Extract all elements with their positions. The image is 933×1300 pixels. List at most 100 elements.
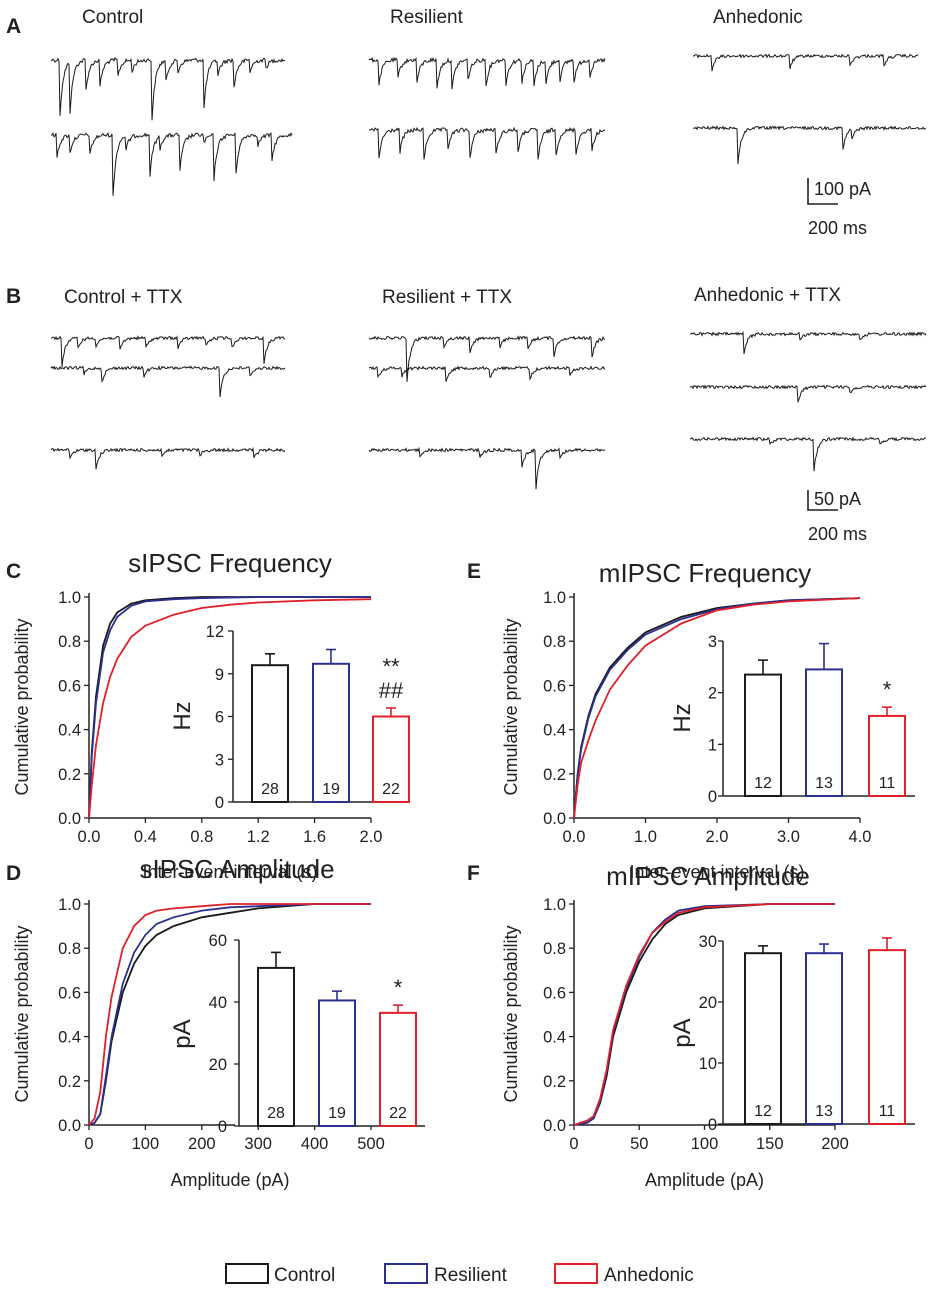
n-label-control: 12 [754, 1103, 772, 1120]
inset-y-tick-label: 9 [215, 666, 224, 684]
trace-b-resilient-2 [368, 365, 606, 382]
inset-y-tick-label: 20 [699, 994, 717, 1012]
y-tick-label: 1.0 [58, 896, 81, 914]
series-line-resilient [88, 596, 371, 819]
trace-b-anhedonic-2 [689, 384, 927, 403]
x-tick-label: 50 [630, 1135, 648, 1153]
group-label-control: Control [82, 7, 143, 28]
panel-label-c: C [6, 560, 21, 583]
chart-c-sipsc-frequency: sIPSC Frequency Cumulative probability Int… [12, 548, 410, 882]
x-tick-label: 3.0 [777, 828, 800, 846]
y-tick-label: 0.4 [58, 1029, 81, 1047]
x-tick-label: 150 [756, 1135, 784, 1153]
y-tick-label: 0.0 [58, 1117, 81, 1135]
x-tick-label: 4.0 [849, 828, 872, 846]
group-label-anhedonic-ttx: Anhedonic + TTX [694, 285, 841, 306]
y-tick-label: 0.8 [543, 633, 566, 651]
significance-marker: ## [379, 678, 404, 703]
n-label-control: 28 [261, 781, 279, 798]
y-tick-label: 0.8 [58, 940, 81, 958]
n-label-anhedonic: 11 [879, 1103, 896, 1120]
y-tick-label: 0.8 [58, 633, 81, 651]
trace-b-anhedonic-3 [689, 436, 927, 472]
bar-resilient [318, 999, 356, 1128]
bar-resilient [805, 668, 843, 798]
n-label-resilient: 19 [328, 1105, 346, 1122]
n-label-anhedonic: 22 [389, 1105, 407, 1122]
panel-label-e: E [467, 560, 481, 583]
inset-y-tick-label: 2 [708, 685, 717, 703]
chart-title: mIPSC Frequency [599, 558, 811, 588]
trace-a-resilient-1 [368, 56, 606, 90]
y-tick-label: 1.0 [543, 896, 566, 914]
inset-y-tick-label: 6 [215, 709, 224, 727]
trace-a-resilient-2 [368, 126, 606, 160]
y-tick-label: 0.4 [58, 722, 81, 740]
significance-marker: * [883, 677, 892, 702]
y-tick-label: 1.0 [543, 589, 566, 607]
y-tick-label: 0.2 [58, 766, 81, 784]
inset-y-tick-label: 12 [206, 623, 224, 641]
bar-anhedonic [379, 1011, 417, 1127]
y-tick-label: 0.0 [58, 810, 81, 828]
trace-b-anhedonic-1 [690, 330, 927, 355]
x-axis-label: Amplitude (pA) [170, 1170, 289, 1190]
n-label-anhedonic: 22 [382, 781, 400, 798]
legend: Control Resilient Anhedonic [225, 1263, 694, 1286]
x-axis-label: Amplitude (pA) [645, 1170, 764, 1190]
inset-y-axis-label: pA [169, 1019, 196, 1048]
inset-y-tick-label: 10 [699, 1055, 717, 1073]
legend-swatch-anhedonic [554, 1263, 598, 1284]
inset-y-tick-label: 3 [215, 751, 224, 769]
bar-control [744, 952, 782, 1126]
scale-bar-b: 50 pA 200 ms [807, 489, 867, 544]
x-tick-label: 0.8 [190, 828, 213, 846]
x-tick-label: 200 [821, 1135, 849, 1153]
series-line-anhedonic [88, 598, 372, 819]
scale-time-a: 200 ms [808, 218, 867, 238]
x-tick-label: 100 [132, 1135, 160, 1153]
group-label-anhedonic: Anhedonic [713, 7, 803, 28]
inset-y-tick-label: 0 [215, 794, 224, 812]
scale-current-b: 50 pA [814, 489, 861, 509]
current-traces-b [50, 330, 927, 490]
x-tick-label: 100 [691, 1135, 719, 1153]
trace-a-anhedonic-1 [693, 53, 919, 72]
legend-label-anhedonic: Anhedonic [604, 1265, 694, 1286]
inset-y-tick-label: 0 [708, 1116, 717, 1134]
scale-bar-a: 100 pA 200 ms [807, 178, 871, 238]
x-tick-label: 0.0 [78, 828, 101, 846]
trace-b-control-2 [50, 365, 286, 398]
y-tick-label: 0.4 [543, 722, 566, 740]
legend-swatch-control [225, 1263, 269, 1284]
trace-a-control-2 [50, 131, 293, 196]
y-axis-label: Cumulative probability [12, 618, 32, 795]
group-label-resilient-ttx: Resilient + TTX [382, 287, 512, 308]
series-line-anhedonic [573, 597, 861, 819]
x-tick-label: 2.0 [360, 828, 383, 846]
trace-b-control-1 [50, 335, 286, 368]
x-tick-label: 1.2 [247, 828, 270, 846]
n-label-resilient: 13 [815, 775, 833, 792]
chart-e-mipsc-frequency: mIPSC Frequency Cumulative probability Int… [501, 558, 919, 882]
y-tick-label: 0.0 [543, 810, 566, 828]
x-tick-label: 0.0 [563, 828, 586, 846]
n-label-control: 28 [267, 1105, 285, 1122]
inset-y-axis-label: pA [669, 1018, 696, 1047]
trace-b-resilient-1 [368, 335, 606, 382]
significance-marker: ** [382, 654, 400, 679]
y-tick-label: 0.6 [58, 984, 81, 1002]
chart-title: mIPSC Amplitude [606, 861, 810, 891]
inset-y-tick-label: 60 [209, 932, 227, 950]
n-label-resilient: 13 [815, 1103, 833, 1120]
x-tick-label: 400 [301, 1135, 329, 1153]
inset-y-axis-label: Hz [169, 701, 196, 730]
bar-control [257, 966, 295, 1128]
group-label-resilient: Resilient [390, 7, 464, 28]
significance-marker: * [394, 975, 403, 1000]
bar-control [744, 673, 782, 797]
x-tick-label: 300 [244, 1135, 272, 1153]
n-label-anhedonic: 11 [879, 775, 896, 792]
y-tick-label: 0.6 [58, 677, 81, 695]
